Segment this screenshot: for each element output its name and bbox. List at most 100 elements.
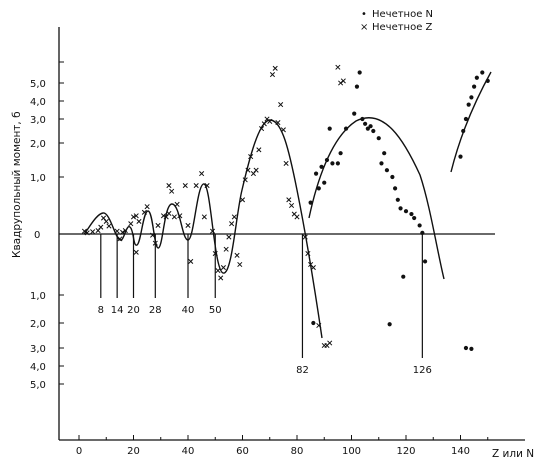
magic-number-label: 28 xyxy=(149,305,162,316)
series-odd-n xyxy=(308,70,490,351)
y-axis-ticks: 1,0 2,0 3,0 4,0 5,0 1,0 2,0 3,0 4,0 5,0 xyxy=(30,61,64,391)
cross-stroke xyxy=(98,224,104,230)
cross-stroke xyxy=(234,252,240,258)
data-point-odd-n xyxy=(472,84,477,89)
data-point-odd-z xyxy=(215,268,221,274)
cross-stroke xyxy=(239,197,246,203)
x-tick-label: 40 xyxy=(182,446,195,457)
cross-stroke xyxy=(136,218,142,225)
data-point-odd-z xyxy=(335,64,341,70)
cross-stroke xyxy=(185,222,191,229)
magic-number-label: 40 xyxy=(182,305,195,316)
data-point-odd-n xyxy=(379,161,384,166)
y-tick-label: 1,0 xyxy=(30,173,46,184)
data-point-odd-z xyxy=(117,236,123,242)
data-point-odd-n xyxy=(480,70,485,75)
data-point-odd-z xyxy=(269,72,276,78)
cross-stroke xyxy=(278,102,284,108)
data-point-odd-z xyxy=(201,214,207,220)
x-tick-label: 140 xyxy=(451,446,470,457)
data-point-odd-z xyxy=(288,202,295,209)
cross-stroke xyxy=(128,221,134,227)
cross-stroke xyxy=(291,211,297,217)
data-point-odd-z xyxy=(150,232,156,238)
magic-number-label: 82 xyxy=(296,365,309,376)
data-point-odd-z xyxy=(212,250,218,257)
y-tick-label: 4,0 xyxy=(30,362,46,373)
series-odd-z xyxy=(81,64,346,349)
data-point-odd-n xyxy=(469,346,474,351)
magic-number-label: 14 xyxy=(111,305,124,316)
cross-stroke xyxy=(201,214,207,220)
legend-symbol-odd-z: × xyxy=(360,22,368,33)
x-tick-label: 20 xyxy=(127,446,140,457)
data-point-odd-z xyxy=(283,160,289,166)
cross-stroke xyxy=(283,160,289,166)
data-point-odd-n xyxy=(376,136,381,141)
cross-stroke xyxy=(193,182,199,189)
data-point-odd-z xyxy=(182,182,188,189)
data-point-odd-z xyxy=(128,221,134,227)
x-tick-label: 60 xyxy=(236,446,249,457)
x-tick-label: 120 xyxy=(396,446,415,457)
data-point-odd-z xyxy=(278,102,284,108)
cross-stroke xyxy=(188,258,194,265)
data-point-odd-z xyxy=(259,126,265,132)
cross-stroke xyxy=(150,232,156,238)
data-point-odd-n xyxy=(352,111,357,116)
data-point-odd-n xyxy=(368,124,373,129)
data-point-odd-z xyxy=(286,197,292,203)
cross-stroke xyxy=(242,177,248,183)
cross-stroke xyxy=(166,182,172,189)
y-tick-label: 5,0 xyxy=(30,380,46,391)
y-tick-label: 2,0 xyxy=(30,319,46,330)
x-tick-label: 100 xyxy=(342,446,361,457)
x-tick-label: 80 xyxy=(291,446,304,457)
data-point-odd-z xyxy=(302,234,308,240)
cross-stroke xyxy=(84,230,90,236)
data-point-odd-n xyxy=(458,154,463,159)
x-axis-ticks: 0 20 40 60 80 100 120 140 xyxy=(76,435,489,457)
data-point-odd-n xyxy=(390,174,395,180)
data-point-odd-z xyxy=(144,204,150,210)
data-point-odd-z xyxy=(130,214,137,220)
data-point-odd-z xyxy=(199,171,205,177)
cross-stroke xyxy=(81,228,88,234)
data-point-odd-z xyxy=(272,65,278,71)
data-point-odd-z xyxy=(98,224,104,230)
cross-stroke xyxy=(226,234,232,240)
cross-stroke xyxy=(229,221,235,227)
cross-stroke xyxy=(288,202,295,209)
cross-stroke xyxy=(218,275,224,281)
data-point-odd-z xyxy=(261,121,267,127)
cross-stroke xyxy=(133,249,139,255)
cross-stroke xyxy=(327,340,333,346)
cross-stroke xyxy=(204,182,210,189)
data-point-odd-z xyxy=(141,209,147,215)
data-point-odd-z xyxy=(122,228,128,234)
cross-stroke xyxy=(152,240,158,246)
cross-stroke xyxy=(305,250,311,257)
data-point-odd-z xyxy=(237,261,243,268)
legend-label-odd-z: Нечетное Z xyxy=(372,22,433,33)
data-point-odd-z xyxy=(310,264,316,271)
data-point-odd-n xyxy=(343,126,349,131)
data-point-odd-n xyxy=(354,84,360,89)
data-point-odd-z xyxy=(209,228,216,234)
data-point-odd-n xyxy=(311,320,316,326)
magic-number-label: 8 xyxy=(98,305,104,316)
data-point-odd-z xyxy=(275,120,281,126)
legend-symbol-odd-n: • xyxy=(361,9,367,20)
data-point-odd-z xyxy=(220,264,226,271)
data-point-odd-n xyxy=(417,223,422,228)
cross-stroke xyxy=(259,126,265,132)
cross-stroke xyxy=(199,171,205,177)
cross-stroke xyxy=(114,228,120,234)
data-point-odd-n xyxy=(319,164,324,169)
cross-stroke xyxy=(100,215,107,221)
data-point-odd-n xyxy=(384,168,390,173)
cross-stroke xyxy=(90,229,96,235)
data-point-odd-n xyxy=(335,161,340,166)
data-point-odd-n xyxy=(422,259,428,264)
cross-stroke xyxy=(130,214,137,220)
